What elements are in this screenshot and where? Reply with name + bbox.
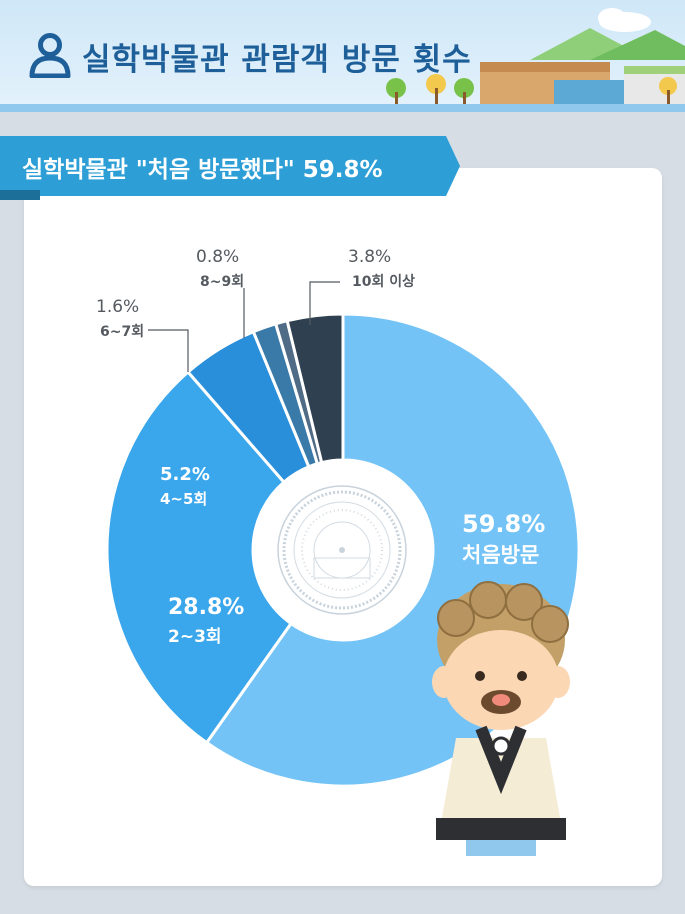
leader-line-4 <box>148 329 189 372</box>
scholar-character-illustration <box>432 581 570 856</box>
user-icon <box>29 33 71 78</box>
museum-seal-emblem <box>277 485 407 615</box>
header-strip <box>0 104 685 112</box>
pie-slice-2 <box>105 369 294 745</box>
slice-category-label-4: 6~7회 <box>100 324 144 340</box>
slice-value-label-4: 1.6% <box>96 297 139 317</box>
slice-category-label-5: 8~9회 <box>200 274 244 290</box>
subtitle-bar <box>0 136 460 196</box>
slice-category-label-2: 2~3회 <box>168 627 222 647</box>
slice-category-label-1: 처음방문 <box>462 543 539 567</box>
slice-category-label-3: 4~5회 <box>160 490 207 508</box>
subtitle-bar-shadow <box>0 190 40 200</box>
header-banner: 실학박물관 관람객 방문 횟수 <box>0 0 685 112</box>
slice-value-label-3: 5.2% <box>160 464 210 485</box>
slice-category-label-6: 10회 이상 <box>352 273 415 290</box>
slice-value-label-1: 59.8% <box>462 510 545 538</box>
slice-value-label-6: 3.8% <box>348 247 391 267</box>
slice-value-label-5: 0.8% <box>196 247 239 267</box>
page-title: 실학박물관 관람객 방문 횟수 <box>82 42 472 78</box>
landscape-illustration <box>386 8 685 106</box>
slice-value-label-2: 28.8% <box>168 595 244 620</box>
leader-line-6 <box>309 281 340 325</box>
chart-subtitle: 실학박물관 "처음 방문했다" 59.8% <box>22 157 383 183</box>
pie-slice-6 <box>285 312 345 465</box>
